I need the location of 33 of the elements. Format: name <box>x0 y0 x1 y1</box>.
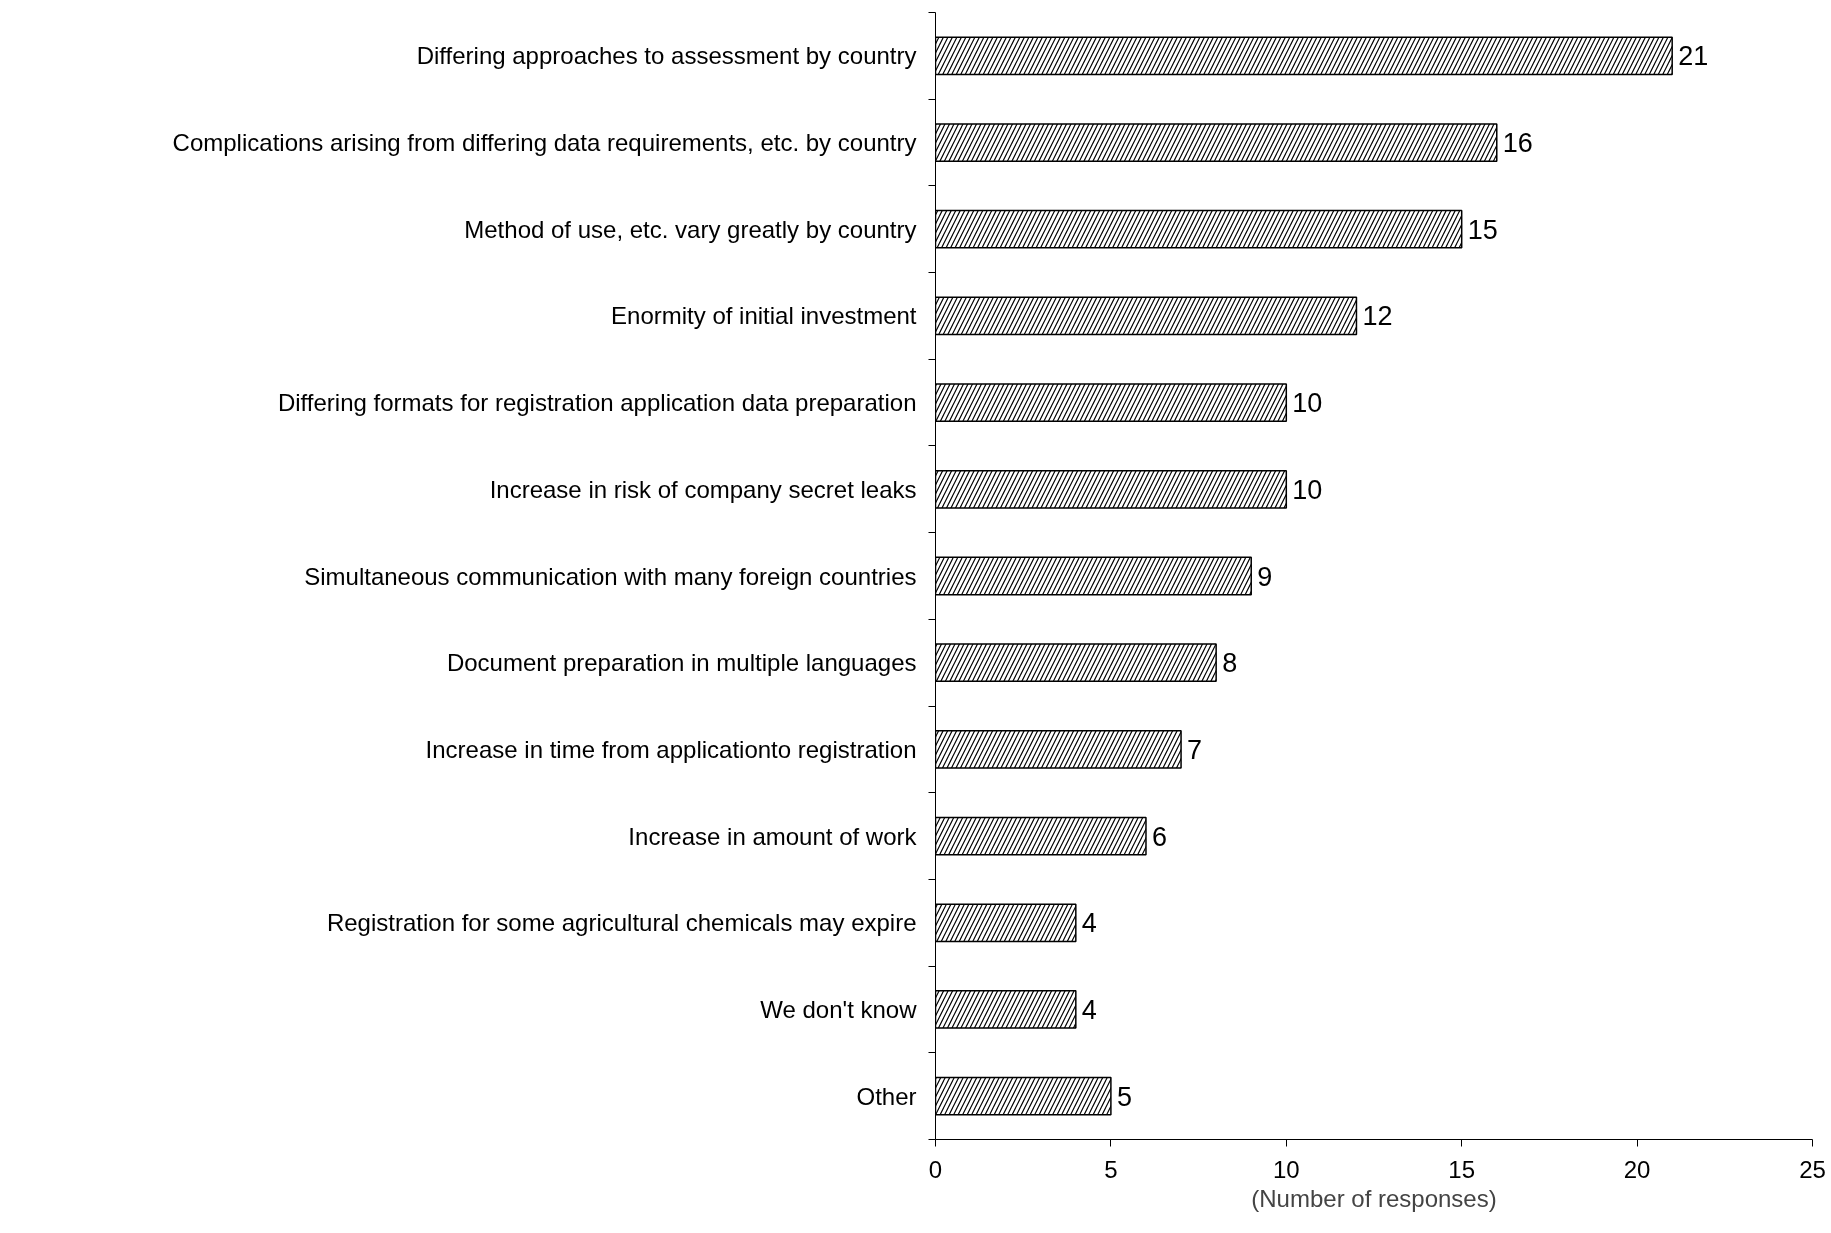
data-label: 4 <box>1081 908 1097 939</box>
y-tick-label: Document preparation in multiple languages <box>446 649 917 677</box>
y-tick-label: Increase in time from applicationto registration <box>425 735 917 763</box>
y-tick-label: Simultaneous communication with many foreign countries <box>304 562 917 590</box>
x-axis-title: (Number of responses) <box>1251 1184 1497 1212</box>
data-label: 7 <box>1187 734 1203 765</box>
y-tick-label: Complications arising from differing data requirements, etc. by country <box>172 129 917 157</box>
data-label: 10 <box>1292 474 1323 505</box>
x-tick-label: 5 <box>1104 1155 1118 1183</box>
y-tick-label: Method of use, etc. vary greatly by country <box>464 215 917 243</box>
y-tick-label: Differing formats for registration application data preparation <box>277 389 917 417</box>
x-tick-label: 0 <box>928 1155 943 1183</box>
data-label: 8 <box>1222 648 1238 679</box>
data-label: 16 <box>1502 128 1533 159</box>
y-tick-label: Enormity of initial investment <box>611 302 917 330</box>
data-label: 12 <box>1362 301 1393 332</box>
y-tick-label: Other <box>856 1082 917 1110</box>
y-tick-label: Increase in amount of work <box>628 822 918 850</box>
data-label: 9 <box>1257 561 1273 592</box>
data-label: 6 <box>1151 821 1168 852</box>
y-tick-label: Registration for some agricultural chemicals may expire <box>326 909 917 937</box>
x-tick-label: 10 <box>1272 1155 1300 1183</box>
data-label: 21 <box>1678 41 1709 72</box>
y-tick-label: Increase in risk of company secret leaks <box>489 475 917 503</box>
data-label: 10 <box>1292 388 1323 419</box>
data-label: 5 <box>1116 1081 1132 1112</box>
y-tick-label: We don't know <box>760 995 918 1023</box>
y-tick-label: Differing approaches to assessment by country <box>416 42 917 70</box>
x-tick-label: 20 <box>1623 1155 1651 1183</box>
data-label: 4 <box>1081 994 1097 1025</box>
data-label: 15 <box>1467 214 1498 245</box>
x-tick-label: 25 <box>1799 1155 1826 1183</box>
x-tick-label: 15 <box>1448 1155 1476 1183</box>
